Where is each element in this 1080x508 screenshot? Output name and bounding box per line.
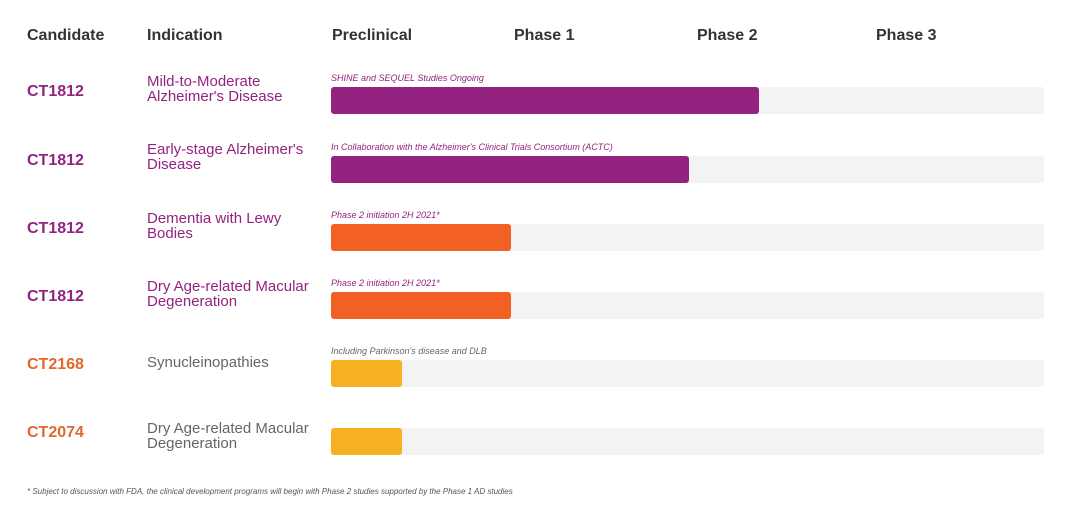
candidate-label: CT2168 bbox=[27, 356, 84, 373]
bar-note: SHINE and SEQUEL Studies Ongoing bbox=[331, 73, 484, 83]
indication-label: Mild-to-Moderate Alzheimer's Disease bbox=[147, 73, 283, 105]
header-candidate: Candidate bbox=[27, 27, 105, 44]
candidate-label: CT1812 bbox=[27, 83, 84, 100]
footnote: * Subject to discussion with FDA, the cl… bbox=[27, 487, 513, 496]
indication-label: Dry Age-related Macular Degeneration bbox=[147, 420, 309, 452]
progress-bar bbox=[331, 292, 511, 319]
pipeline-row: CT1812 Dementia with Lewy Bodies Phase 2 i… bbox=[0, 207, 1080, 267]
candidate-label: CT2074 bbox=[27, 424, 84, 441]
candidate-label: CT1812 bbox=[27, 288, 84, 305]
progress-track bbox=[331, 156, 1044, 183]
progress-track bbox=[331, 428, 1044, 455]
progress-track bbox=[331, 224, 1044, 251]
progress-track bbox=[331, 360, 1044, 387]
candidate-label: CT1812 bbox=[27, 152, 84, 169]
header-phase-3: Phase 3 bbox=[876, 27, 937, 44]
progress-track bbox=[331, 292, 1044, 319]
header-preclinical: Preclinical bbox=[332, 27, 413, 44]
header-phase-1: Phase 1 bbox=[514, 27, 575, 44]
progress-track bbox=[331, 87, 1044, 114]
header-phase-2: Phase 2 bbox=[697, 27, 758, 44]
bar-note: In Collaboration with the Alzheimer's Cl… bbox=[331, 142, 613, 152]
header-indication: Indication bbox=[147, 27, 223, 44]
pipeline-row: CT1812 Mild-to-Moderate Alzheimer's Disea… bbox=[0, 70, 1080, 130]
indication-label: Dry Age-related Macular Degeneration bbox=[147, 278, 309, 310]
pipeline-row: CT1812 Dry Age-related Macular Degenerati… bbox=[0, 275, 1080, 335]
indication-label: Dementia with Lewy Bodies bbox=[147, 210, 282, 242]
progress-bar bbox=[331, 156, 689, 183]
candidate-label: CT1812 bbox=[27, 220, 84, 237]
progress-bar bbox=[331, 224, 511, 251]
progress-bar bbox=[331, 428, 402, 455]
bar-note: Phase 2 initiation 2H 2021* bbox=[331, 278, 440, 288]
bar-note: Phase 2 initiation 2H 2021* bbox=[331, 210, 440, 220]
indication-label: Synucleinopathies bbox=[147, 354, 269, 371]
pipeline-row: CT2168 Synucleinopathies Including Parkins… bbox=[0, 343, 1080, 403]
pipeline-row: CT1812 Early-stage Alzheimer's Disease In … bbox=[0, 139, 1080, 199]
pipeline-row: CT2074 Dry Age-related Macular Degenerati… bbox=[0, 411, 1080, 471]
progress-bar bbox=[331, 360, 402, 387]
bar-note: Including Parkinson's disease and DLB bbox=[331, 346, 487, 356]
indication-label: Early-stage Alzheimer's Disease bbox=[147, 141, 304, 173]
progress-bar bbox=[331, 87, 759, 114]
